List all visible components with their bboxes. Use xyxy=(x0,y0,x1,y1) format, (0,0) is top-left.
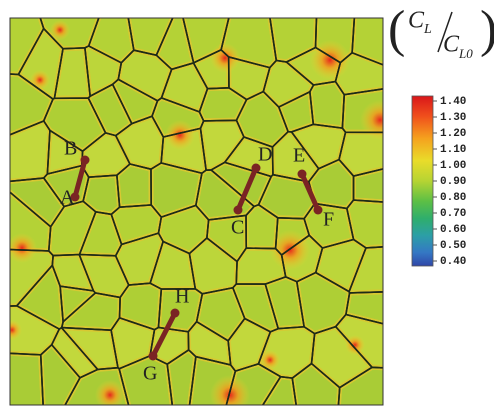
tick-label: 0.40 xyxy=(440,256,466,268)
colorbar xyxy=(411,95,434,267)
point-label: D xyxy=(258,144,272,166)
point-label: H xyxy=(175,286,189,308)
hot-spot xyxy=(30,70,50,90)
tick-label: 1.10 xyxy=(440,144,466,156)
hot-spot xyxy=(270,230,310,270)
tick-label: 0.70 xyxy=(440,208,466,220)
segments xyxy=(70,155,323,361)
hot-spot xyxy=(50,20,70,40)
numerator: C xyxy=(408,8,425,34)
grain-boundary xyxy=(334,51,383,96)
point-label: G xyxy=(143,363,157,385)
tick-label: 0.90 xyxy=(440,176,466,188)
grain xyxy=(344,197,383,251)
segment-ab xyxy=(72,157,88,200)
grain-boundary xyxy=(341,88,383,134)
segment-ef xyxy=(299,171,321,213)
grain-map xyxy=(10,18,383,405)
tick-label: 0.60 xyxy=(440,224,466,236)
paren: ( xyxy=(388,1,405,58)
hot-spot xyxy=(165,120,195,150)
slash xyxy=(437,11,453,53)
legend-title: ( ) C L C L0 xyxy=(388,1,494,61)
grain xyxy=(10,350,46,405)
grain-boundary xyxy=(334,313,383,369)
point-label: B xyxy=(64,138,77,160)
paren: ) xyxy=(480,1,494,58)
point-label: F xyxy=(323,209,334,231)
segment-end xyxy=(148,351,158,361)
segment-end xyxy=(313,205,323,215)
segment-gh xyxy=(150,310,178,359)
segment-end xyxy=(251,163,261,173)
hot-spot xyxy=(95,380,125,405)
grain-boundary xyxy=(345,199,383,249)
numerator-sub: L xyxy=(423,22,432,37)
segment-end xyxy=(233,205,243,215)
tick-label: 0.80 xyxy=(440,192,466,204)
tick-label: 1.30 xyxy=(440,112,466,124)
segment-end xyxy=(297,169,307,179)
tick-label: 1.00 xyxy=(440,160,466,172)
tick-label: 1.40 xyxy=(440,96,466,108)
hot-spot xyxy=(210,43,240,73)
grain-boundary xyxy=(337,366,383,405)
point-label: E xyxy=(293,145,305,167)
segment-cd xyxy=(235,165,259,213)
colorbar-ticks: 1.40 1.30 1.20 1.10 1.00 0.90 0.80 0.70 0.60 0.50… xyxy=(433,96,466,268)
hot-spot xyxy=(10,233,37,263)
grain-boundary xyxy=(338,131,383,177)
denominator: C xyxy=(443,32,460,58)
map-frame xyxy=(9,17,384,406)
tick-label: 0.50 xyxy=(440,240,466,252)
segment-end xyxy=(70,192,80,202)
hot-spot xyxy=(345,335,365,355)
tick-label: 1.20 xyxy=(440,128,466,140)
hot-spot xyxy=(360,100,383,140)
hot-spot xyxy=(260,350,280,370)
point-label: C xyxy=(231,217,244,239)
denominator-sub: L0 xyxy=(458,46,473,61)
segment-end xyxy=(170,308,180,318)
grain-boundary xyxy=(351,18,383,66)
segment-end xyxy=(80,155,90,165)
hot-spot xyxy=(10,320,22,340)
point-label: A xyxy=(60,187,75,209)
